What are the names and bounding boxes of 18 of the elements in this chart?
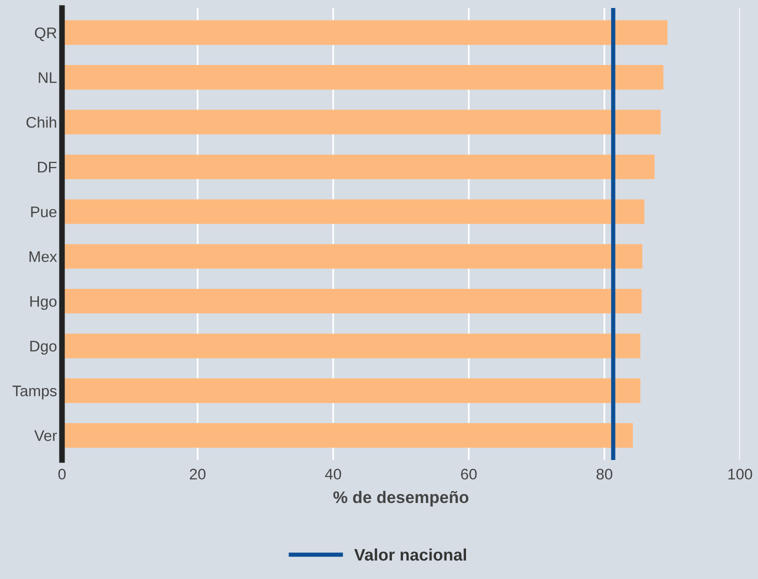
y-tick-label: DF — [38, 162, 57, 172]
legend-label: Valor nacional — [354, 548, 466, 561]
x-tick-label: 40 — [325, 468, 342, 480]
y-tick-label: Chih — [26, 116, 56, 128]
x-tick-label: 100 — [728, 468, 752, 480]
y-tick-label: Ver — [34, 430, 57, 442]
x-tick-label: 80 — [596, 468, 612, 480]
x-axis-title: % de desempeño — [333, 490, 468, 506]
x-tick-label: 60 — [461, 468, 477, 480]
y-tick-label: QR — [34, 27, 56, 42]
y-tick-label: Mex — [30, 251, 57, 262]
y-tick-label: Tamps — [12, 386, 57, 400]
y-tick-label: Hgo — [30, 296, 56, 310]
x-tick-label: 0 — [58, 468, 66, 480]
y-tick-label: NL — [38, 72, 57, 83]
y-tick-label: Pue — [31, 206, 56, 218]
y-tick-label: Dgo — [30, 340, 56, 355]
x-tick-label: 20 — [190, 468, 206, 480]
